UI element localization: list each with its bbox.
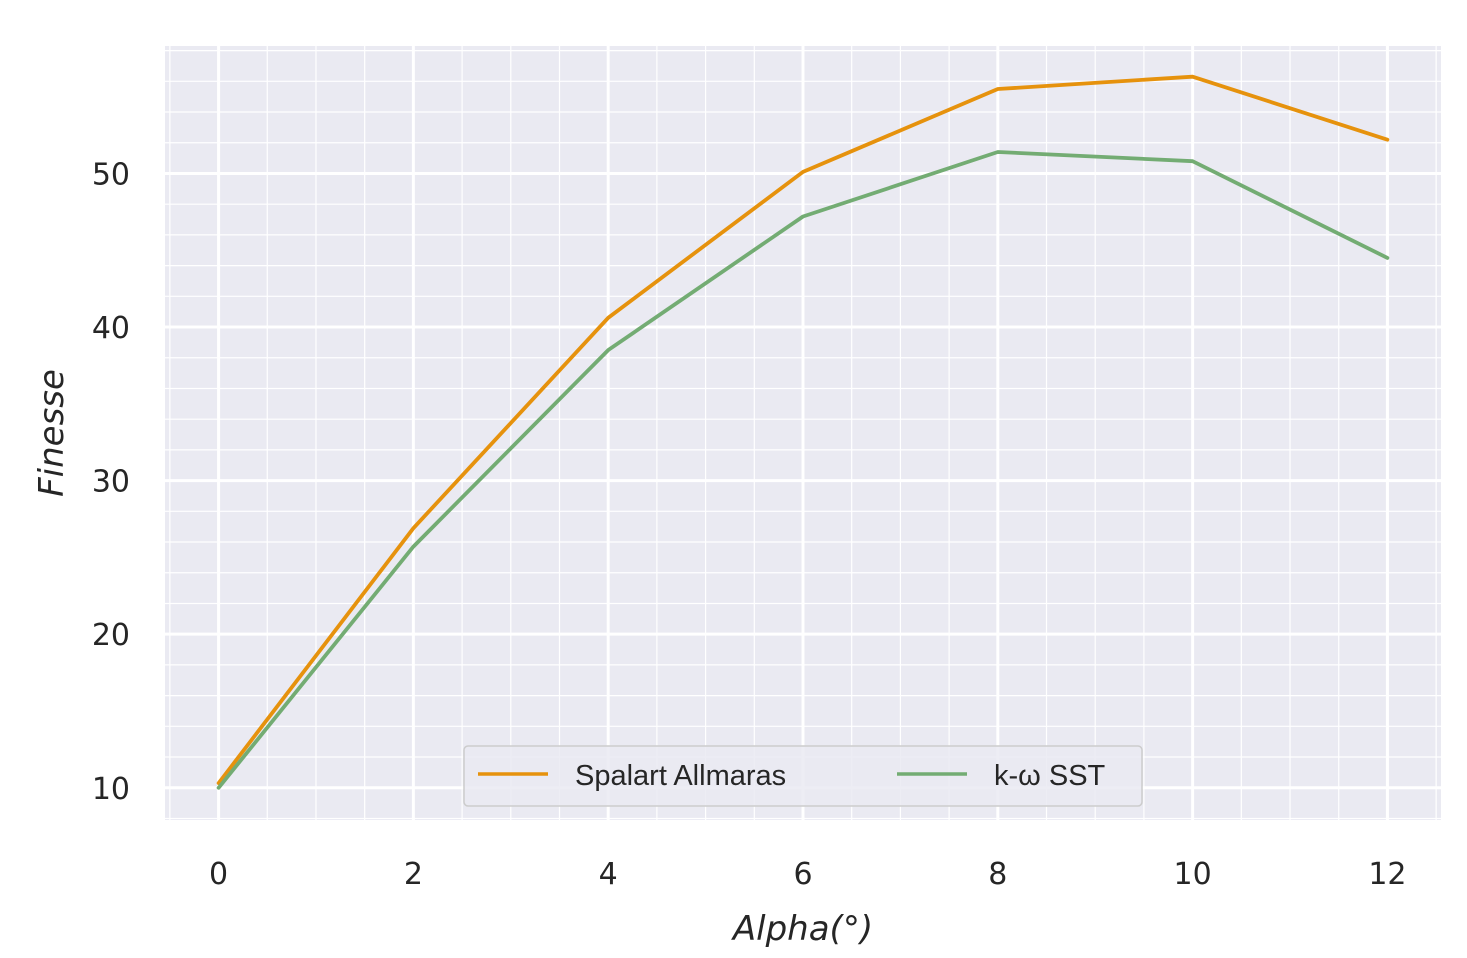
x-tick-label: 12 bbox=[1368, 857, 1406, 892]
y-tick-label: 30 bbox=[92, 465, 130, 500]
series-line-spalart-allmaras bbox=[216, 74, 1390, 785]
x-tick-label: 8 bbox=[988, 857, 1007, 892]
y-tick-label: 10 bbox=[92, 772, 130, 807]
y-tick-label: 40 bbox=[92, 311, 130, 346]
x-tick-label: 2 bbox=[404, 857, 423, 892]
series-line-k-omega-sst bbox=[216, 150, 1390, 790]
x-tick-label: 0 bbox=[209, 857, 228, 892]
legend-box bbox=[463, 745, 1143, 807]
y-tick-label: 20 bbox=[92, 618, 130, 653]
y-tick-labels: 10 20 30 40 50 bbox=[92, 157, 130, 806]
x-tick-label: 6 bbox=[793, 857, 812, 892]
x-axis-label: Alpha(°) bbox=[731, 909, 873, 949]
x-tick-labels: 0 2 4 6 8 10 12 bbox=[209, 857, 1406, 892]
legend-label-spalart-allmaras: Spalart Allmaras bbox=[575, 760, 786, 792]
x-tick-label: 10 bbox=[1174, 857, 1212, 892]
x-tick-label: 4 bbox=[599, 857, 618, 892]
major-grid bbox=[165, 46, 1441, 820]
series-layer bbox=[216, 74, 1390, 790]
legend: Spalart Allmaras k-ω SST bbox=[463, 745, 1143, 807]
y-tick-label: 50 bbox=[92, 157, 130, 192]
y-axis-label: Finesse bbox=[32, 369, 72, 497]
legend-label-k-omega-sst: k-ω SST bbox=[994, 760, 1106, 792]
